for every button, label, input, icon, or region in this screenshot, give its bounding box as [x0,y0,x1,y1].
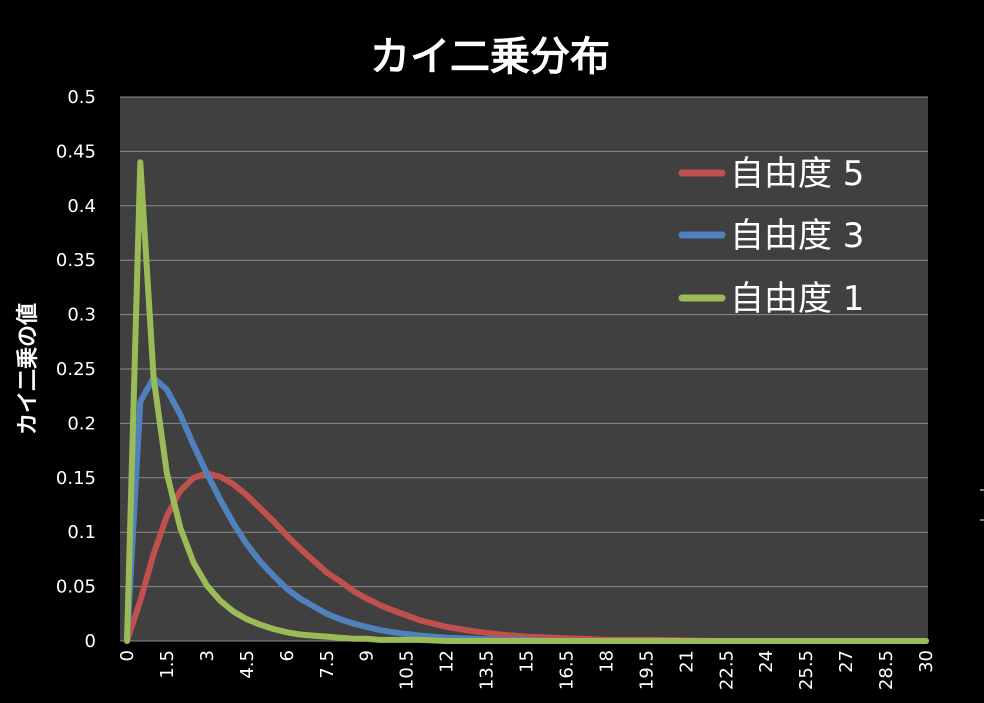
y-tick-label: 0.3 [67,305,96,326]
legend-label: 自由度 3 [730,216,864,256]
x-tick-label: 21 [676,650,697,673]
x-tick-label: 30 [916,650,937,673]
x-tick-label: 7.5 [317,650,338,679]
x-tick-label: 28.5 [876,650,897,690]
x-tick-label: 10.5 [397,650,418,690]
x-tick-label: 4.5 [237,650,258,679]
x-tick-label: 12 [437,650,458,673]
chart-title: カイ二乗分布 [370,34,610,80]
y-tick-label: 0 [85,631,96,652]
y-tick-label: 0.15 [56,468,96,489]
y-tick-label: 0.1 [67,522,96,543]
y-tick-label: 0.2 [67,413,96,434]
x-tick-label: 15 [517,650,538,673]
y-tick-label: 0.05 [56,577,96,598]
x-tick-label: 1.5 [157,650,178,679]
series-lines [124,159,929,644]
x-tick-label: 13.5 [477,650,498,690]
gridlines [120,96,928,642]
x-tick-label: 19.5 [636,650,657,690]
x-tick-label: 16.5 [556,650,577,690]
x-tick-label: 24 [756,650,777,673]
y-tick-label: 0.45 [56,141,96,162]
x-tick-label: 18 [596,650,617,673]
y-axis-ticks: 0 0.05 0.1 0.15 0.2 0.25 0.3 0.35 0.4 0.45 0.5 [56,87,96,652]
x-tick-label: 9 [357,650,378,661]
series-line-2 [124,159,929,644]
x-tick-label: 25.5 [796,650,817,690]
x-tick-label: 22.5 [716,650,737,690]
y-tick-label: 0.35 [56,250,96,271]
x-axis-ticks: 0 1.5 3 4.5 6 7.5 9 10.5 12 13.5 15 16.5 18 19.5 21 22.… [117,650,937,690]
x-tick-label: 27 [836,650,857,673]
y-tick-label: 0.4 [67,196,96,217]
x-tick-label: 3 [197,650,218,661]
legend-label: 自由度 1 [730,279,864,319]
y-tick-label: 0.5 [67,87,96,108]
x-tick-label: 6 [277,650,298,661]
x-tick-label: 0 [117,650,138,661]
legend-label: 自由度 5 [730,154,864,194]
y-axis-label: カイ二乗の値 [16,303,41,435]
legend: 自由度 5 自由度 3 自由度 1 [678,154,864,319]
y-tick-label: 0.25 [56,359,96,380]
